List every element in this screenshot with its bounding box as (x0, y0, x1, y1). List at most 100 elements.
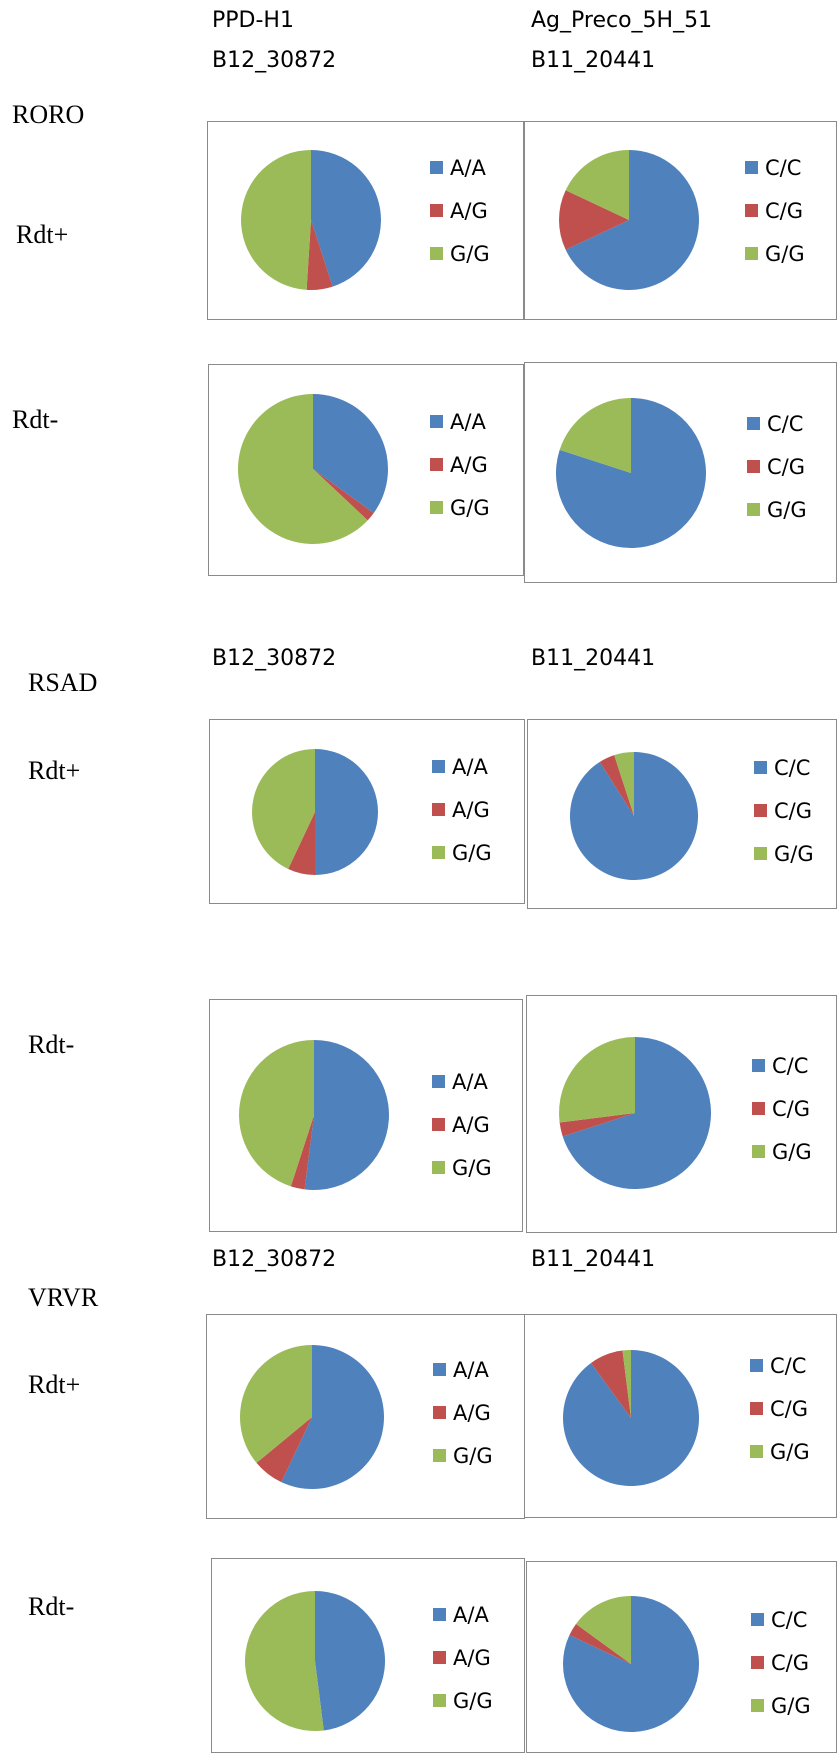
legend-label: C/C (767, 412, 804, 436)
pie-chart-vrvr-rdt-minus-b12: A/A A/G G/G (211, 1558, 525, 1753)
legend-swatch (754, 847, 767, 860)
pie-slice-a-g (256, 1417, 312, 1483)
pie-chart-roro-rdt-plus-b12: A/A A/G G/G (207, 121, 524, 320)
pie (559, 150, 700, 290)
legend-label: A/G (450, 453, 488, 477)
legend-label: G/G (453, 1689, 493, 1713)
legend-label: C/G (770, 1397, 809, 1421)
pie-slice-c-g (569, 1624, 631, 1664)
legend-swatch (747, 503, 760, 516)
legend-label: A/G (452, 798, 490, 822)
legend-swatch (752, 1059, 765, 1072)
legend-swatch (432, 803, 445, 816)
legend-label: G/G (452, 1156, 492, 1180)
legend-swatch (747, 417, 760, 430)
legend-swatch (754, 761, 767, 774)
vrvr-column-header-1: B12_30872 (212, 1247, 337, 1272)
pie (252, 749, 378, 875)
rsad-column-header-2: B11_20441 (531, 646, 656, 671)
legend-swatch (430, 501, 443, 514)
legend-label: G/G (765, 242, 805, 266)
column-header-1-line-1: PPD-H1 (212, 8, 294, 33)
pie-slice-a-a (315, 749, 378, 875)
pie-slice-a-a (304, 1040, 389, 1190)
pie (569, 752, 698, 880)
legend-label: A/G (453, 1646, 491, 1670)
pie-slice-c-g (559, 1113, 635, 1137)
legend-label: C/C (765, 156, 802, 180)
pie-slice-g-g (237, 394, 368, 544)
legend-label: G/G (452, 841, 492, 865)
legend-swatch (752, 1102, 765, 1115)
legend-swatch (430, 247, 443, 260)
legend-swatch (745, 161, 758, 174)
pie-slice-a-a (311, 150, 381, 287)
legend-label: G/G (767, 498, 807, 522)
legend-swatch (750, 1359, 763, 1372)
pie-slice-c-c (555, 398, 706, 548)
pie-slice-a-g (288, 812, 315, 875)
pie-slice-a-g (290, 1115, 314, 1190)
pie-slice-c-c (565, 150, 700, 290)
pie (237, 394, 389, 544)
legend-swatch (432, 760, 445, 773)
pie-chart-rsad-rdt-minus-b11: C/C C/G G/G (526, 995, 837, 1233)
legend-label: A/A (450, 156, 486, 180)
group-label-rsad: RSAD (28, 668, 98, 697)
legend-swatch (751, 1613, 764, 1626)
row-label-vrvr-rdt-minus: Rdt- (28, 1592, 75, 1621)
pie-chart-rsad-rdt-plus-b12: A/A A/G G/G (209, 719, 525, 904)
legend-swatch (433, 1363, 446, 1376)
legend-label: C/C (774, 756, 811, 780)
legend-label: A/A (452, 755, 488, 779)
pie-slice-g-g (565, 150, 629, 220)
pie (245, 1591, 386, 1731)
legend-label: A/A (450, 410, 486, 434)
legend-swatch (430, 415, 443, 428)
legend-label: G/G (453, 1444, 493, 1468)
legend-label: C/G (771, 1651, 810, 1675)
pie-slice-c-g (599, 755, 634, 816)
pie (238, 1040, 389, 1190)
pie (240, 1345, 384, 1489)
pie-slice-c-g (591, 1350, 631, 1418)
legend-label: G/G (450, 496, 490, 520)
legend-swatch (751, 1656, 764, 1669)
legend-swatch (430, 204, 443, 217)
legend-label: G/G (770, 1440, 810, 1464)
legend-label: C/G (772, 1097, 811, 1121)
legend-swatch (750, 1402, 763, 1415)
legend-swatch (745, 204, 758, 217)
legend-label: A/G (453, 1401, 491, 1425)
legend-label: A/A (452, 1070, 488, 1094)
legend-swatch (754, 804, 767, 817)
pie-slice-g-g (252, 749, 315, 869)
row-label-rsad-rdt-plus: Rdt+ (28, 756, 81, 785)
pie-slice-g-g (614, 752, 634, 816)
legend-label: G/G (771, 1694, 811, 1718)
legend-swatch (433, 1608, 446, 1621)
legend-label: G/G (450, 242, 490, 266)
pie-chart-roro-rdt-plus-b11: C/C C/G G/G (524, 121, 837, 320)
pie (241, 150, 381, 290)
legend-label: C/G (767, 455, 806, 479)
vrvr-column-header-2: B11_20441 (531, 1247, 656, 1272)
group-label-vrvr: VRVR (28, 1283, 99, 1312)
legend-label: A/G (450, 199, 488, 223)
legend-swatch (433, 1651, 446, 1664)
pie (555, 398, 706, 548)
pie-slice-a-g (313, 469, 374, 521)
legend-swatch (430, 458, 443, 471)
pie-slice-c-c (562, 1037, 711, 1189)
legend-swatch (433, 1694, 446, 1707)
legend-label: C/G (774, 799, 813, 823)
group-label-roro: RORO (12, 100, 85, 129)
pie-slice-g-g (238, 1040, 314, 1187)
column-header-1-line-2: B12_30872 (212, 48, 337, 73)
legend-swatch (750, 1445, 763, 1458)
legend-swatch (432, 1161, 445, 1174)
legend-label: G/G (774, 842, 814, 866)
legend-label: A/G (452, 1113, 490, 1137)
legend-label: A/A (453, 1603, 489, 1627)
legend-swatch (430, 161, 443, 174)
